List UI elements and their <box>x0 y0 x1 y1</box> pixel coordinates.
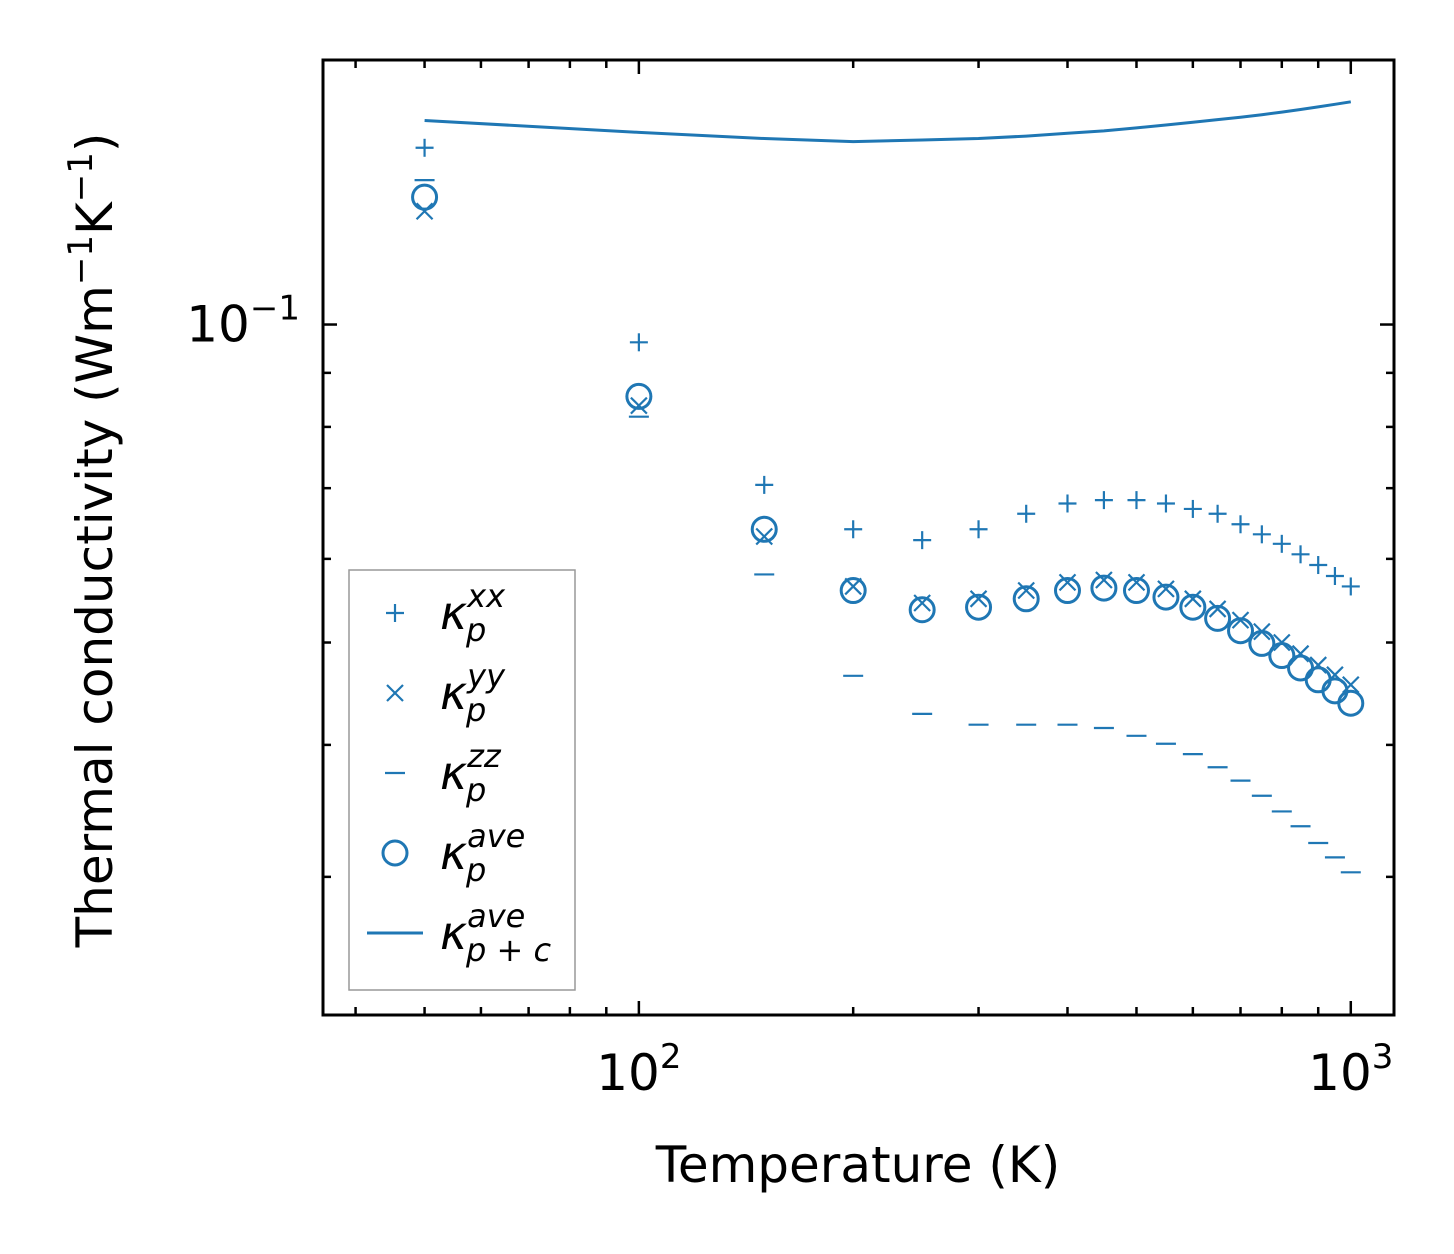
data-point <box>1058 494 1077 513</box>
data-point <box>1157 580 1175 598</box>
data-point <box>1309 556 1328 575</box>
legend-item: κave p + c <box>367 897 551 969</box>
data-point <box>1152 583 1180 611</box>
y-tick-labels: 10−1 <box>186 289 300 354</box>
legend-label: κave p <box>440 817 525 889</box>
data-point <box>1291 545 1310 564</box>
data-point <box>1291 644 1310 663</box>
legend-item: κxx p <box>386 577 506 649</box>
data-point <box>1227 617 1255 645</box>
legend-label: κave p + c <box>440 897 551 969</box>
data-point <box>1341 577 1360 596</box>
data-point <box>969 590 988 608</box>
data-point <box>625 382 653 410</box>
data-point <box>1337 689 1365 717</box>
data-point <box>755 527 774 546</box>
data-point <box>1053 577 1081 605</box>
legend: κxx p κyy p κzz p κave p κave p + c <box>348 569 576 991</box>
legend-label: κyy p <box>440 657 506 729</box>
data-point <box>1248 629 1276 657</box>
data-point <box>630 396 648 415</box>
data-point <box>1208 600 1227 618</box>
data-point <box>1208 504 1227 523</box>
series-circle <box>411 183 1365 717</box>
data-point <box>1183 499 1202 518</box>
legend-marker <box>381 839 409 867</box>
legend-marker <box>386 604 404 622</box>
data-point <box>1184 590 1202 608</box>
data-point <box>1304 666 1332 694</box>
series-line <box>424 100 1352 144</box>
plot-frame <box>321 58 1396 1017</box>
data-point <box>1094 491 1113 510</box>
series-plus <box>415 138 1360 596</box>
x-axis-label: Temperature (K) <box>655 1136 1060 1194</box>
data-point <box>913 531 932 550</box>
data-point <box>839 577 867 605</box>
legend-label: κzz p <box>440 737 502 809</box>
data-marks <box>411 100 1365 874</box>
data-point <box>415 202 434 221</box>
legend-item: κave p <box>381 817 525 889</box>
data-point <box>1268 642 1296 670</box>
data-point <box>1287 654 1315 682</box>
data-point <box>750 515 778 543</box>
data-point <box>1252 525 1271 544</box>
data-point <box>1231 515 1250 534</box>
data-point <box>1090 574 1118 602</box>
y-axis-label-mid: K <box>66 201 124 235</box>
legend-label: κxx p <box>440 577 506 649</box>
y-tick-label: 10−1 <box>186 289 300 354</box>
y-axis-label-main: Thermal conductivity (Wm <box>66 285 124 948</box>
data-point <box>1156 494 1175 513</box>
series-minus <box>414 179 1361 874</box>
legend-marker <box>386 684 404 702</box>
data-point <box>1058 573 1077 592</box>
data-point <box>969 520 988 539</box>
data-point <box>1017 504 1036 523</box>
data-point <box>965 593 993 621</box>
y-axis-label-sup-1: −1 <box>61 235 101 285</box>
data-point <box>1179 593 1207 621</box>
data-point <box>415 138 434 157</box>
x-tick-label: 102 <box>596 1037 681 1102</box>
data-point <box>1325 567 1344 586</box>
y-axis-label-sup-2: −1 <box>61 152 101 202</box>
data-point <box>411 183 439 211</box>
legend-box <box>348 569 576 991</box>
legend-item: κyy p <box>386 657 506 729</box>
y-axis-label-end: ) <box>66 133 124 153</box>
data-point <box>1017 581 1035 600</box>
y-axis-label: Thermal conductivity (Wm−1K−1) <box>61 133 124 949</box>
x-tick-label: 103 <box>1308 1037 1393 1102</box>
data-point <box>755 475 774 494</box>
series-line <box>424 100 1352 144</box>
data-point <box>1127 491 1146 510</box>
data-point <box>1204 604 1232 632</box>
data-point <box>908 596 936 624</box>
legend-item: κzz p <box>385 737 502 809</box>
data-point <box>1122 577 1150 605</box>
data-point <box>1012 585 1040 613</box>
x-tick-labels: 102 103 <box>596 1037 1393 1102</box>
data-point <box>629 333 648 352</box>
data-point <box>844 520 863 539</box>
data-point <box>1127 573 1146 592</box>
data-point <box>1272 534 1291 553</box>
data-point <box>1095 571 1113 589</box>
